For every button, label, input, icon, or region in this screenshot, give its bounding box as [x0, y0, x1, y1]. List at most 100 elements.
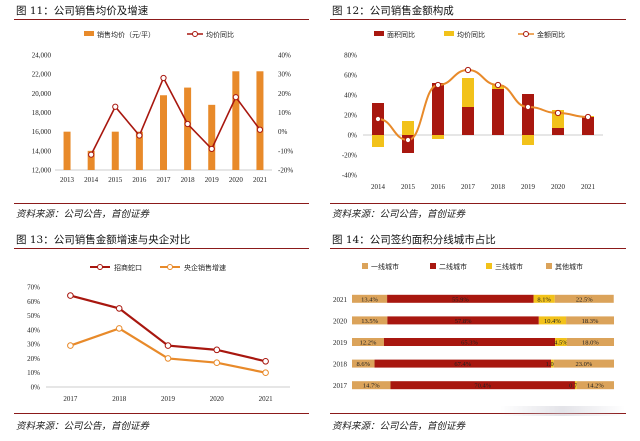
y-tick-label: 2018 [333, 361, 348, 369]
x-tick-label: 2017 [63, 395, 78, 403]
bar-segment [555, 338, 567, 346]
legend-label-tier: 其他城市 [555, 262, 583, 271]
data-label: 10.4% [544, 318, 561, 325]
y-tick-label: 22,000 [32, 71, 52, 79]
legend-marker-cmsk [97, 264, 103, 270]
legend-label-cmsk: 招商蛇口 [114, 263, 142, 272]
bar-price [87, 150, 95, 170]
line-soe [70, 327, 266, 374]
source-note: 资料来源：公司公告，首创证券 [16, 421, 150, 432]
y-tick-label: 30% [27, 341, 40, 349]
y-tick-label: 2021 [333, 296, 348, 304]
data-label: 23.0% [575, 361, 592, 368]
point-soe [115, 325, 123, 332]
y2-tick-label: 20% [278, 90, 291, 98]
line-amount [377, 68, 589, 142]
chart-sales-composition: 面积同比 均价同比 金额同比 -40% -20% 0% 20% 40% 60% 80% 2014 20… [342, 30, 603, 191]
y-tick-label: -20% [342, 152, 357, 160]
line-growth [90, 76, 261, 156]
legend-swatch-tier [362, 263, 368, 269]
point-growth [136, 132, 143, 139]
title-rule [330, 19, 626, 20]
bar-segment [538, 316, 567, 325]
data-label: 67.4% [454, 361, 471, 368]
bar-area [552, 128, 564, 135]
y-tick-label: 24,000 [32, 52, 52, 60]
point-amount [404, 136, 412, 144]
bar-area [462, 107, 474, 135]
point-soe [262, 369, 269, 377]
data-label: 14.7% [363, 383, 380, 390]
x-tick-label: 2016 [132, 176, 147, 184]
y-tick-label: 20% [344, 112, 357, 120]
bar-segment [551, 359, 554, 368]
legend-label-amount: 金额同比 [537, 30, 565, 39]
legend-label-growth: 均价同比 [206, 30, 234, 39]
y2-tick-label: -10% [278, 147, 293, 155]
bar-price [402, 121, 414, 135]
bar-price [522, 135, 534, 145]
point-soe [67, 342, 74, 349]
x-tick-label: 2017 [157, 176, 172, 184]
data-label: 8.1% [537, 296, 551, 303]
bar-segment [566, 338, 614, 346]
y-tick-label: 14,000 [32, 147, 52, 155]
point-amount [434, 81, 442, 89]
point-amount [584, 113, 592, 121]
bar-segment [533, 294, 555, 303]
y-tick-label: 0% [348, 132, 358, 140]
source-note: 资料来源：公司公告，首创证券 [332, 421, 466, 432]
x-tick-label: 2018 [491, 183, 506, 191]
bar-segment [352, 316, 388, 325]
y-tick-label: 18,000 [32, 109, 52, 117]
x-tick-label: 2013 [60, 176, 75, 184]
y-tick-label: 10% [27, 369, 40, 377]
bar-segment [390, 381, 575, 390]
y2-tick-label: -20% [278, 167, 293, 175]
line-cmsk [70, 294, 266, 363]
point-growth [208, 145, 215, 153]
bar-price [372, 135, 384, 147]
y-tick-label: 50% [27, 312, 40, 320]
y-tick-label: 2017 [333, 382, 348, 390]
y-tick-label: 70% [27, 284, 40, 292]
y2-tick-label: 40% [278, 52, 291, 60]
source-rule [14, 203, 309, 204]
panel-title: 图 11：公司销售均价及增速 [16, 5, 149, 17]
bar-price [63, 131, 71, 170]
x-tick-label: 2014 [84, 176, 99, 184]
x-tick-label: 2019 [205, 176, 220, 184]
source-rule [330, 203, 626, 204]
bar-price [256, 71, 264, 170]
source-note: 资料来源：公司公告，首创证券 [332, 209, 466, 220]
x-tick-label: 2019 [161, 395, 176, 403]
point-growth [256, 126, 264, 133]
legend-swatch-price [444, 31, 454, 36]
bar-segment [383, 338, 556, 346]
title-rule [330, 248, 626, 249]
legend-label-tier: 三线城市 [495, 262, 523, 271]
x-tick-label: 2015 [108, 176, 123, 184]
data-label: 0.7% [569, 383, 583, 390]
data-label: 13.5% [361, 318, 378, 325]
legend-label-area: 面积同比 [387, 30, 415, 39]
bar-segment [374, 359, 552, 368]
chart-price-growth: 销售均价（元/平） 均价同比 12,000 14,000 16,000 18,000 20,… [32, 30, 294, 184]
point-soe [164, 355, 172, 362]
data-label: 4.5% [554, 340, 568, 347]
legend-swatch-tier [430, 263, 436, 269]
bar-price [135, 131, 143, 170]
bar-price [208, 104, 216, 170]
y2-tick-label: 10% [278, 109, 291, 117]
data-label: 14.2% [587, 383, 604, 390]
data-label: 22.5% [576, 296, 593, 303]
source-rule [330, 413, 626, 414]
source-note: 资料来源：公司公告，首创证券 [16, 209, 150, 220]
bar-area [522, 94, 534, 135]
bar-price [111, 131, 119, 170]
x-tick-label: 2016 [431, 183, 446, 191]
point-growth [232, 94, 239, 101]
point-cmsk [67, 292, 74, 299]
point-cmsk [262, 357, 269, 365]
bar-area [582, 117, 594, 135]
